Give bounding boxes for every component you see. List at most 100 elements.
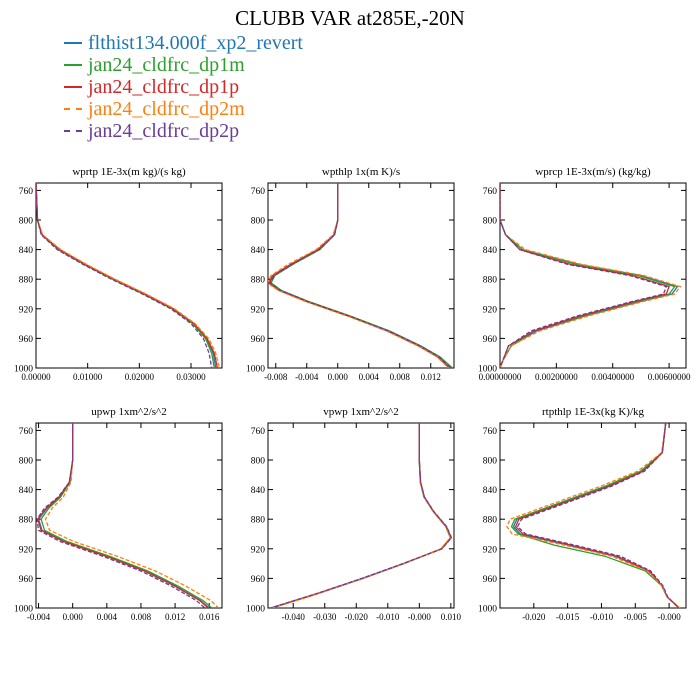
y-tick-label: 920: [251, 305, 266, 315]
series-line: [36, 183, 215, 368]
x-tick-label: -0.040: [282, 612, 306, 622]
y-tick-label: 920: [483, 305, 498, 315]
legend-swatch: [64, 108, 82, 110]
x-tick-label: 0.00000000: [479, 372, 522, 382]
x-tick-label: 0.012: [165, 612, 185, 622]
y-tick-label: 840: [483, 246, 498, 256]
x-tick-label: -0.008: [264, 372, 288, 382]
y-tick-label: 960: [19, 575, 34, 585]
y-tick-label: 880: [483, 516, 498, 526]
y-tick-label: 960: [251, 575, 266, 585]
y-tick-label: 1000: [246, 605, 265, 615]
y-tick-label: 760: [483, 187, 498, 197]
series-line: [512, 423, 680, 608]
y-tick-label: 880: [19, 516, 34, 526]
legend-label: jan24_cldfrc_dp2p: [88, 119, 240, 142]
y-tick-label: 800: [251, 457, 266, 467]
x-tick-label: 0.02000: [125, 372, 155, 382]
series-line: [500, 183, 679, 368]
y-tick-label: 760: [19, 187, 34, 197]
x-tick-label: -0.010: [590, 612, 614, 622]
panel-frame: [35, 182, 223, 369]
panel-frame: [499, 182, 687, 369]
y-tick-label: 960: [19, 335, 34, 345]
y-tick-label: 960: [251, 335, 266, 345]
series-line: [269, 183, 452, 368]
x-tick-label: -0.020: [345, 612, 369, 622]
x-tick-label: -0.010: [376, 612, 400, 622]
legend-swatch: [64, 64, 82, 66]
legend-swatch: [64, 130, 82, 132]
y-tick-label: 920: [19, 545, 34, 555]
panel-frame: [35, 422, 223, 609]
panel-title: wprtp 1E-3x(m kg)/(s kg): [72, 166, 186, 178]
y-tick-label: 880: [19, 276, 34, 286]
x-tick-label: 0.016: [199, 612, 220, 622]
y-tick-label: 880: [251, 276, 266, 286]
legend-label: jan24_cldfrc_dp1m: [88, 53, 245, 76]
series-line: [270, 183, 453, 368]
series-line: [36, 183, 221, 368]
y-tick-label: 760: [251, 187, 266, 197]
series-line: [268, 183, 450, 368]
series-line: [510, 423, 680, 608]
legend-label: flthist134.000f_xp2_revert: [88, 31, 303, 54]
series-line: [272, 423, 451, 608]
y-tick-label: 840: [251, 246, 266, 256]
y-tick-label: 840: [251, 486, 266, 496]
x-tick-label: 0.008: [390, 372, 411, 382]
series-line: [44, 423, 220, 608]
series-line: [500, 183, 668, 368]
y-tick-label: 1000: [14, 365, 33, 375]
panel-frame: [267, 182, 455, 369]
legend-item: jan24_cldfrc_dp2m: [64, 98, 303, 120]
y-tick-label: 840: [483, 486, 498, 496]
y-tick-label: 920: [19, 305, 34, 315]
y-tick-label: 760: [19, 427, 34, 437]
legend-item: flthist134.000f_xp2_revert: [64, 32, 303, 54]
series-line: [36, 183, 219, 368]
panel-title: wprcp 1E-3x(m/s) (kg/kg): [535, 166, 651, 178]
y-tick-label: 840: [19, 246, 34, 256]
legend-swatch: [64, 42, 82, 44]
y-tick-label: 800: [19, 217, 34, 227]
x-tick-label: 0.00600000: [648, 372, 691, 382]
y-tick-label: 1000: [246, 365, 265, 375]
y-tick-label: 880: [483, 276, 498, 286]
x-tick-label: 0.000: [63, 612, 84, 622]
series-line: [271, 423, 452, 608]
figure-title: CLUBB VAR at285E,-20N: [235, 6, 465, 30]
y-tick-label: 840: [19, 486, 34, 496]
series-line: [37, 423, 210, 608]
x-tick-label: 0.010: [441, 612, 462, 622]
x-tick-label: 0.004: [97, 612, 118, 622]
y-tick-label: 960: [483, 575, 498, 585]
x-tick-label: -0.020: [522, 612, 546, 622]
legend: flthist134.000f_xp2_revert jan24_cldfrc_…: [64, 32, 303, 142]
x-tick-label: -0.004: [27, 612, 51, 622]
x-tick-label: 0.00000: [21, 372, 51, 382]
series-line: [36, 423, 206, 608]
series-line: [40, 423, 213, 608]
y-tick-label: 920: [483, 545, 498, 555]
panel-frame: [499, 422, 687, 609]
series-line: [270, 423, 452, 608]
series-line: [268, 183, 450, 368]
legend-item: jan24_cldfrc_dp1m: [64, 54, 303, 76]
y-tick-label: 800: [251, 217, 266, 227]
legend-item: jan24_cldfrc_dp2p: [64, 120, 303, 142]
y-tick-label: 1000: [478, 365, 497, 375]
x-tick-label: 0.008: [131, 612, 152, 622]
y-tick-label: 800: [19, 457, 34, 467]
series-line: [270, 423, 453, 608]
x-tick-label: 0.00200000: [535, 372, 578, 382]
panel-title: upwp 1xm^2/s^2: [91, 406, 166, 418]
y-tick-label: 760: [251, 427, 266, 437]
series-line: [514, 423, 680, 608]
legend-label: jan24_cldfrc_dp1p: [88, 75, 240, 98]
series-line: [36, 183, 217, 368]
x-tick-label: -0.000: [408, 612, 432, 622]
x-tick-label: -0.030: [313, 612, 337, 622]
y-tick-label: 1000: [14, 605, 33, 615]
